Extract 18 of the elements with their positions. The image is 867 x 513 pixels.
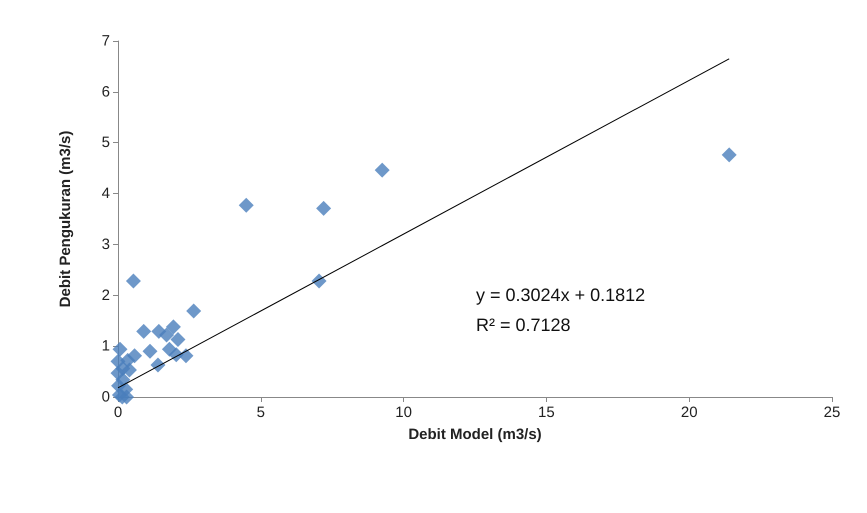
- y-tick-label: 6: [102, 83, 110, 100]
- y-tick-label: 3: [102, 236, 110, 253]
- y-axis-title: Debit Pengukuran (m3/s): [57, 130, 74, 308]
- y-tick-label: 7: [102, 32, 110, 50]
- x-tick-label: 25: [824, 404, 840, 421]
- x-tick-label: 10: [395, 404, 412, 421]
- y-tick-label: 2: [102, 286, 110, 304]
- x-tick-label: 0: [114, 404, 122, 421]
- annotation: R² = 0.7128: [476, 315, 571, 335]
- x-tick-label: 15: [538, 404, 555, 421]
- x-tick-label: 5: [256, 404, 265, 421]
- y-tick-label: 5: [102, 134, 110, 152]
- annotation: y = 0.3024x + 0.1812: [476, 285, 646, 305]
- x-axis-title: Debit Model (m3/s): [408, 426, 542, 443]
- y-tick-label: 4: [102, 185, 110, 202]
- x-tick-label: 20: [680, 404, 698, 421]
- y-tick-label: 0: [102, 388, 110, 406]
- y-tick-label: 1: [102, 338, 110, 355]
